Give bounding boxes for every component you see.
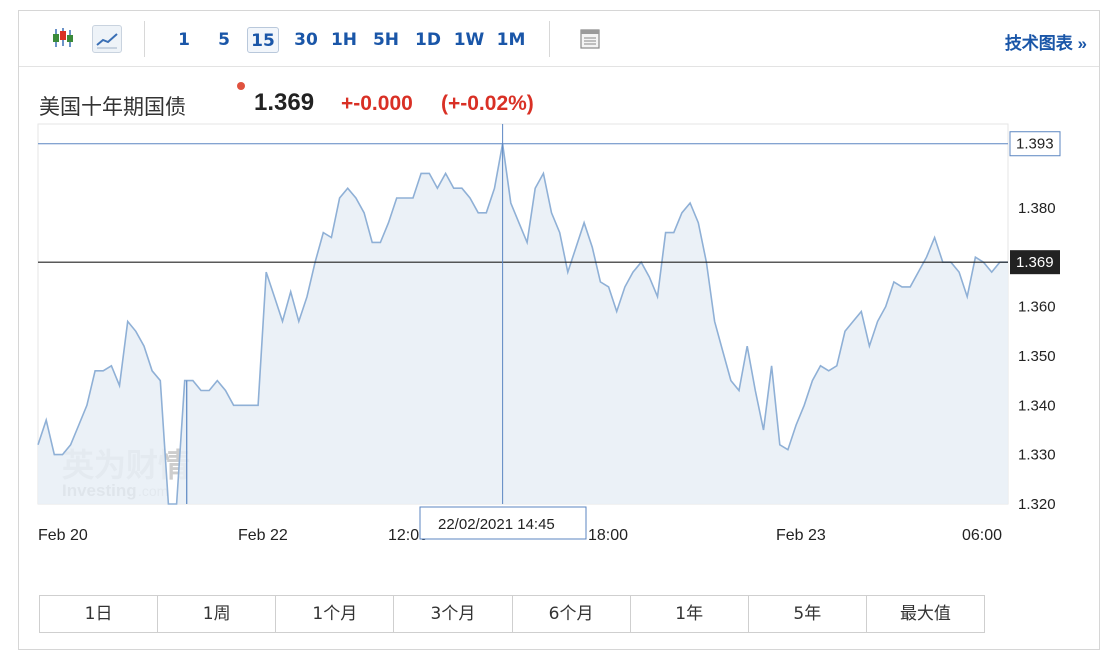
crosshair-value-box [1009,131,1061,157]
range-button-1[interactable]: 1周 [158,596,277,632]
interval-button-1[interactable]: 1 [178,30,190,50]
x-tick-label: Feb 23 [776,527,826,544]
crosshair-date-box [419,506,587,540]
interval-button-5[interactable]: 5 [218,30,230,50]
y-tick-label: 1.380 [1018,200,1056,217]
range-button-2[interactable]: 1个月 [276,596,395,632]
interval-button-1m[interactable]: 1M [496,30,526,50]
interval-button-5h[interactable]: 5H [372,30,400,50]
y-tick-label: 1.330 [1018,447,1056,464]
range-button-6[interactable]: 5年 [749,596,867,632]
candlestick-icon[interactable] [47,25,77,53]
y-tick-label: 1.360 [1018,299,1056,316]
x-tick-label: 06:00 [962,527,1002,544]
crosshair-value-label: 1.393 [1016,136,1054,153]
range-button-7[interactable]: 最大值 [899,604,951,624]
x-tick-label: 12:00 [388,527,428,544]
x-tick-label: Feb 22 [238,527,288,544]
toolbar-separator [549,21,550,57]
range-button-5[interactable]: 1年 [631,596,749,632]
interval-button-1h[interactable]: 1H [330,30,358,50]
y-tick-label: 1.350 [1018,348,1056,365]
live-indicator-icon [237,82,245,90]
range-selector: 1日 1周 1个月 3个月 6个月 1年 5年 最大值 [39,595,985,633]
interval-button-1d[interactable]: 1D [415,30,441,50]
chart-toolbar: 1 5 15 30 1H 5H 1D 1W 1M 技术图表 » [19,11,1099,67]
x-tick-label: Feb 20 [38,527,88,544]
y-tick-label: 1.320 [1018,496,1056,513]
technical-chart-link[interactable]: 技术图表 » [1004,34,1087,53]
range-button-4[interactable]: 6个月 [513,596,631,632]
range-button-3[interactable]: 3个月 [394,596,513,632]
series-area [38,143,1008,504]
toolbar-separator [144,21,145,57]
price-change-percent: (+-0.02%) [441,92,534,115]
x-tick-label: 18:00 [588,527,628,544]
last-price: 1.369 [254,89,315,116]
range-button-0[interactable]: 1日 [40,596,159,632]
price-chart: 英为财情Investing.com1.3201.3301.3401.3501.3… [37,123,1061,544]
current-value-box [1010,250,1060,275]
instrument-name: 美国十年期国债 [39,95,186,119]
interval-button-30[interactable]: 30 [294,30,318,50]
current-value-label: 1.369 [1016,254,1054,271]
price-change: +-0.000 [341,92,413,115]
line-chart-icon[interactable] [92,25,122,53]
chart-widget: 1 5 15 30 1H 5H 1D 1W 1M 技术图表 » 美国十年期国债 1.369 +-… [18,10,1100,650]
interval-button-1w[interactable]: 1W [453,30,485,50]
series-line [37,143,1008,505]
interval-button-15[interactable]: 15 [247,27,279,53]
crosshair-date-label: 22/02/2021 14:45 [438,516,555,533]
y-tick-label: 1.340 [1018,397,1056,414]
table-icon[interactable] [579,28,601,50]
